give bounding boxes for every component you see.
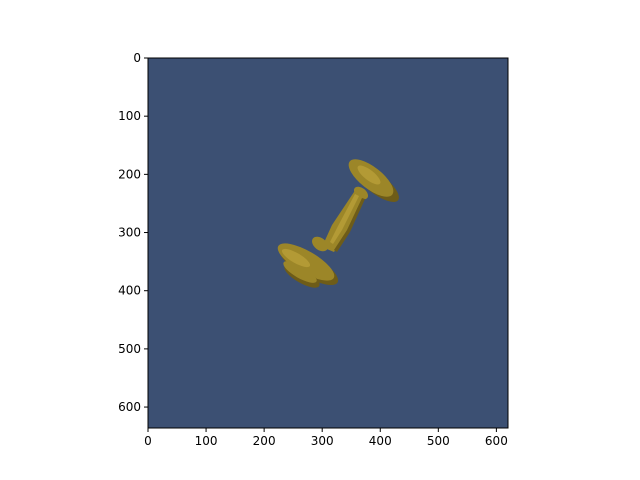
- y-axis: 0 100 200 300 400 500 600: [118, 51, 148, 414]
- y-tick-label: 200: [118, 167, 141, 181]
- x-tick-label: 100: [195, 434, 218, 448]
- x-tick-label: 200: [253, 434, 276, 448]
- y-tick-label: 500: [118, 342, 141, 356]
- x-tick-label: 500: [427, 434, 450, 448]
- x-tick-label: 600: [485, 434, 508, 448]
- x-tick-label: 300: [311, 434, 334, 448]
- y-tick-label: 600: [118, 400, 141, 414]
- x-tick-label: 400: [369, 434, 392, 448]
- y-tick-label: 400: [118, 284, 141, 298]
- y-tick-label: 0: [133, 51, 141, 65]
- y-tick-label: 300: [118, 226, 141, 240]
- x-tick-label: 0: [144, 434, 152, 448]
- x-axis: 0 100 200 300 400 500 600: [144, 428, 508, 448]
- y-tick-label: 100: [118, 109, 141, 123]
